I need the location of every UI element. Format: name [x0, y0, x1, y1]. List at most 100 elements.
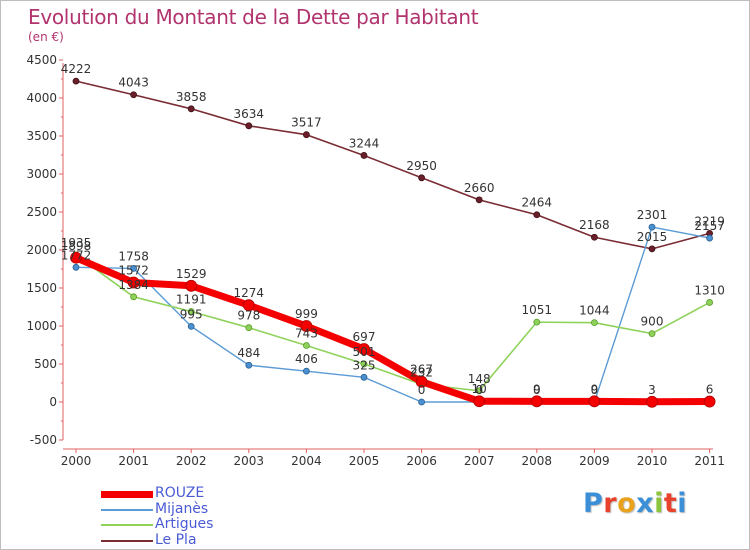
data-point-le-pla [130, 91, 138, 99]
data-label-artigues: 1051 [522, 303, 553, 317]
data-point-artigues [648, 330, 656, 338]
data-point-mijan-s [648, 223, 656, 231]
data-point-mijan-s [130, 264, 138, 272]
data-label-rouze: 3 [648, 383, 656, 397]
y-tick-label: 4500 [26, 53, 57, 67]
data-point-rouze [185, 279, 198, 292]
legend-label: ROUZE [155, 485, 205, 501]
data-point-le-pla [187, 105, 195, 113]
data-point-le-pla [72, 77, 80, 85]
data-point-artigues [533, 318, 541, 326]
series-line-rouze [72, 254, 714, 406]
data-label-le-pla: 2015 [637, 230, 668, 244]
data-label-le-pla: 2168 [579, 218, 610, 232]
x-tick-label: 2010 [637, 454, 668, 468]
data-point-mijan-s [360, 373, 368, 381]
data-label-mijan-s: 0 [475, 383, 483, 397]
series-line-mijan-s [75, 226, 711, 403]
data-label-rouze: 267 [410, 363, 433, 377]
data-label-artigues: 743 [295, 327, 318, 341]
legend-swatch [101, 490, 153, 498]
y-tick-label: -500 [30, 433, 57, 447]
data-label-le-pla: 2660 [464, 181, 495, 195]
x-tick-label: 2011 [694, 454, 725, 468]
data-label-artigues: 148 [468, 372, 491, 386]
data-label-rouze: 1274 [234, 286, 265, 300]
data-label-rouze: 1529 [176, 267, 207, 281]
y-tick-label: 0 [49, 395, 57, 409]
data-label-mijan-s: 0 [591, 383, 599, 397]
x-tick-label: 2005 [349, 454, 380, 468]
x-tick-label: 2002 [176, 454, 207, 468]
data-point-le-pla [533, 211, 541, 219]
data-label-mijan-s: 0 [418, 383, 426, 397]
y-tick-label: 500 [34, 357, 57, 371]
data-point-artigues [706, 299, 713, 306]
data-label-le-pla: 3517 [291, 116, 322, 130]
series-line-artigues [75, 254, 711, 392]
data-label-mijan-s: 0 [533, 383, 541, 397]
x-tick-label: 2001 [118, 454, 149, 468]
data-point-le-pla [591, 233, 598, 241]
y-tick-label: 2000 [26, 243, 57, 257]
data-point-artigues [245, 324, 253, 332]
data-point-rouze [300, 320, 313, 332]
data-label-mijan-s: 1758 [118, 249, 149, 263]
data-label-rouze: 6 [706, 383, 714, 397]
data-label-le-pla: 2950 [406, 159, 437, 173]
data-label-rouze: 1572 [118, 264, 149, 278]
data-label-artigues: 1191 [176, 292, 207, 306]
data-point-rouze [646, 395, 658, 408]
data-label-rouze: 697 [353, 330, 376, 344]
data-label-le-pla: 3244 [349, 136, 380, 150]
y-tick-label: 2500 [26, 205, 57, 219]
data-label-rouze: 9 [591, 382, 599, 396]
legend-label: Le Pla [155, 531, 197, 548]
data-point-le-pla [360, 152, 368, 159]
data-label-rouze: 9 [533, 382, 541, 396]
data-label-rouze: 999 [295, 307, 318, 321]
data-label-le-pla: 4043 [118, 76, 149, 90]
data-point-rouze [415, 375, 428, 388]
y-tick-label: 3500 [26, 129, 57, 143]
brand-logo: Proxiti [583, 488, 688, 519]
data-point-rouze [242, 299, 255, 312]
data-label-artigues: 1044 [579, 304, 610, 318]
data-point-le-pla [648, 245, 656, 253]
data-point-mijan-s [245, 361, 253, 369]
data-point-le-pla [302, 131, 310, 139]
data-point-rouze [473, 395, 486, 408]
data-label-artigues: 501 [353, 345, 376, 359]
series-line-le-pla [75, 80, 711, 250]
x-tick-label: 2000 [61, 454, 92, 468]
data-point-rouze [703, 395, 716, 408]
data-label-artigues: 978 [237, 309, 260, 323]
chart-subtitle: (en €) [28, 30, 64, 44]
data-point-rouze [588, 395, 601, 408]
data-point-rouze [70, 251, 82, 264]
x-tick-label: 2009 [579, 454, 610, 468]
legend-label: Mijanès [155, 500, 209, 517]
chart-title: Evolution du Montant de la Dette par Hab… [28, 5, 479, 29]
data-point-mijan-s [706, 234, 713, 242]
y-tick-label: 1000 [26, 319, 57, 333]
y-tick-label: 1500 [26, 281, 57, 295]
x-tick-label: 2004 [291, 454, 322, 468]
data-label-mijan-s: 2301 [637, 208, 668, 222]
data-label-rouze: 10 [472, 382, 487, 396]
data-point-mijan-s [418, 398, 426, 406]
x-tick-label: 2006 [406, 454, 437, 468]
data-label-le-pla: 2464 [522, 196, 553, 210]
data-point-le-pla [418, 174, 426, 182]
data-point-artigues [130, 293, 138, 301]
data-point-artigues [302, 342, 310, 349]
data-label-artigues: 900 [641, 315, 664, 329]
data-label-rouze: 1898 [61, 239, 92, 253]
data-point-le-pla [475, 196, 483, 204]
data-label-mijan-s: 484 [237, 346, 260, 360]
data-point-mijan-s [302, 367, 310, 375]
data-label-le-pla: 2219 [694, 214, 725, 228]
x-tick-label: 2003 [234, 454, 265, 468]
